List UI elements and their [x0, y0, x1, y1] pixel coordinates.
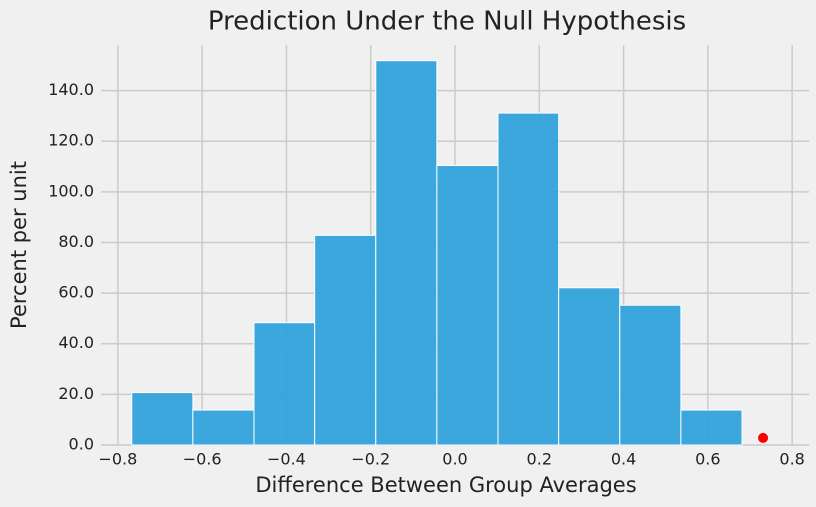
x-tick-label: 0.8 — [779, 450, 804, 469]
bar — [619, 304, 682, 446]
y-tick-label: 40.0 — [58, 333, 94, 352]
bar — [680, 409, 743, 446]
x-tick-label: −0.6 — [183, 450, 222, 469]
bar — [314, 234, 377, 446]
bar — [253, 322, 316, 446]
x-tick-label: 0.0 — [442, 450, 467, 469]
x-axis-label: Difference Between Group Averages — [255, 473, 636, 497]
observed-point — [758, 432, 769, 443]
x-tick-label: 0.2 — [527, 450, 552, 469]
bar — [436, 165, 499, 446]
x-tick-label: −0.4 — [267, 450, 306, 469]
y-tick-label: 100.0 — [48, 181, 94, 200]
y-tick-label: 80.0 — [58, 232, 94, 251]
x-tick-label: −0.8 — [98, 450, 137, 469]
x-tick-label: −0.2 — [351, 450, 390, 469]
bar — [131, 392, 194, 446]
y-tick-label: 140.0 — [48, 80, 94, 99]
y-tick-label: 60.0 — [58, 283, 94, 302]
chart-title: Prediction Under the Null Hypothesis — [208, 7, 686, 37]
bar — [497, 112, 560, 446]
x-tick-label: 0.6 — [695, 450, 720, 469]
bar — [558, 287, 621, 446]
bar — [375, 60, 438, 446]
y-axis-label: Percent per unit — [7, 161, 31, 329]
y-tick-label: 120.0 — [48, 131, 94, 150]
y-tick-label: 0.0 — [69, 435, 94, 454]
bar — [192, 409, 255, 446]
y-tick-label: 20.0 — [58, 384, 94, 403]
x-tick-label: 0.4 — [611, 450, 636, 469]
